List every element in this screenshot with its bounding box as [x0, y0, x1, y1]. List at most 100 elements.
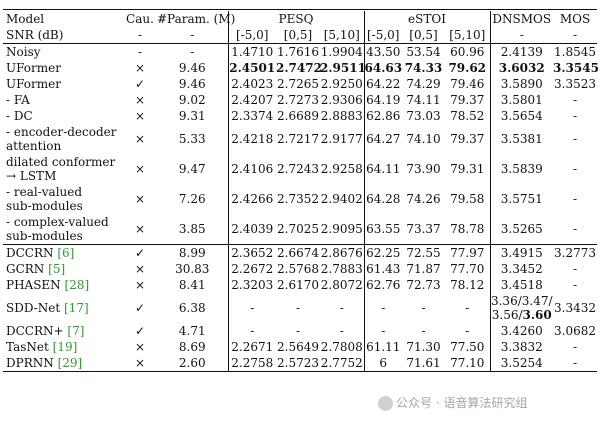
row-dnsmos: 3.5254: [489, 355, 553, 372]
row-mos: -: [572, 262, 578, 276]
dnsmos-line1: 3.36/3.47/: [490, 294, 553, 308]
row-param: -: [190, 45, 195, 59]
citation-link[interactable]: [19]: [52, 340, 78, 354]
row-mos: -: [572, 192, 578, 206]
citation-link[interactable]: [28]: [64, 278, 90, 292]
header-snr: SNR (dB): [3, 27, 123, 44]
row-estoi: 77.10: [445, 355, 490, 372]
header-mos-dash: -: [553, 27, 597, 44]
header-param: #Param. (M): [157, 12, 236, 26]
pesq-snr-range: [5,10]: [320, 27, 364, 44]
table-row: - complex-valued sub-modules × 3.85 2.403…: [3, 214, 597, 245]
row-param: 9.47: [178, 162, 206, 176]
row-dnsmos: 3.5654: [489, 108, 553, 124]
citation-link[interactable]: [6]: [57, 246, 75, 260]
row-param: 9.46: [178, 61, 206, 75]
row-estoi: 6: [363, 355, 402, 372]
citation-link[interactable]: [7]: [67, 324, 85, 338]
row-model: TasNet [19]: [3, 339, 123, 355]
row-model-line1: - real-valued: [6, 185, 83, 199]
row-param: 3.85: [157, 214, 228, 245]
row-dnsmos: 3.5839: [489, 154, 553, 184]
header-row: Model Cau. #Param. (M) PESQ eSTOI DNSMOS…: [3, 11, 597, 27]
row-pesq: 2.9095: [320, 214, 364, 245]
row-model-name: GCRN: [6, 262, 45, 276]
row-pesq: 2.7352: [277, 192, 319, 206]
row-pesq: 2.7808: [320, 340, 363, 354]
row-model: GCRN [5]: [3, 261, 123, 277]
row-estoi: 77.50: [450, 340, 485, 354]
pesq-snr-range: [-5,0]: [227, 27, 276, 44]
row-pesq: 2.3652: [227, 244, 276, 261]
row-dnsmos: 3.5381: [489, 124, 553, 154]
row-estoi: 71.61: [402, 355, 445, 372]
row-pesq: 2.6170: [277, 278, 319, 292]
dnsmos-line2: 3.56/: [491, 308, 523, 322]
row-param: 8.41: [178, 278, 206, 292]
estoi-snr-range: [0,5]: [402, 27, 445, 44]
row-cau: ×: [134, 162, 146, 176]
row-model: - complex-valued sub-modules: [3, 214, 123, 245]
row-estoi: 63.55: [363, 214, 402, 245]
row-estoi: 61.43: [363, 261, 402, 277]
row-param: 6.38: [178, 301, 206, 315]
citation-link[interactable]: [29]: [57, 356, 83, 370]
row-model: - real-valued sub-modules: [3, 184, 123, 214]
row-estoi: -: [363, 293, 402, 323]
baselines-section: DCCRN [6] ✓ 8.99 2.3652 2.6674 2.8676 62…: [3, 244, 597, 372]
subheader-row: SNR (dB) - - [-5,0] [0,5] [5,10] [-5,0] …: [3, 27, 597, 44]
row-mos: 3.3432: [554, 301, 596, 315]
row-estoi: 64.28: [363, 184, 402, 214]
row-pesq: 2.8072: [320, 278, 363, 292]
row-dnsmos: 3.3832: [489, 339, 553, 355]
row-param: 4.71: [178, 324, 206, 338]
row-model-line1: - complex-valued: [6, 215, 109, 229]
row-cau: ×: [123, 214, 157, 245]
row-mos: 3.2773: [554, 246, 596, 260]
row-pesq: 2.7273: [277, 93, 319, 107]
row-model-line2: sub-modules: [6, 199, 83, 213]
row-mos: -: [572, 278, 578, 292]
row-pesq: 2.6674: [277, 246, 319, 260]
citation-link[interactable]: [17]: [64, 301, 89, 315]
row-estoi: -: [465, 301, 470, 315]
citation-link[interactable]: [5]: [48, 262, 66, 276]
row-estoi: 71.30: [406, 340, 441, 354]
row-cau: ×: [134, 93, 146, 107]
table-row: DPRNN [29] × 2.60 2.2758 2.5723 2.7752 6…: [3, 355, 597, 372]
row-pesq: 2.5768: [277, 262, 319, 276]
row-param: 30.83: [175, 262, 210, 276]
header-cau: Cau.: [126, 12, 154, 26]
row-pesq: 2.9177: [320, 132, 363, 146]
row-model-line2: sub-modules: [6, 229, 83, 243]
row-pesq: 2.3203: [227, 277, 276, 293]
row-estoi: 79.31: [450, 162, 485, 176]
row-dnsmos: 3.5890: [489, 76, 553, 92]
row-model: DCCRN+ [7]: [3, 323, 123, 339]
row-cau: ✓: [134, 77, 146, 91]
row-estoi: -: [421, 324, 426, 338]
table-row: - FA × 9.02 2.4207 2.7273 2.9306 64.19 7…: [3, 92, 597, 108]
row-pesq: 2.9250: [320, 77, 363, 91]
results-table: Model Cau. #Param. (M) PESQ eSTOI DNSMOS…: [3, 11, 599, 372]
row-estoi: 62.86: [363, 108, 402, 124]
row-param: 2.60: [157, 355, 228, 372]
header-dnsmos: DNSMOS: [489, 11, 553, 27]
row-estoi: 73.03: [406, 109, 441, 123]
row-pesq: 2.4266: [227, 184, 276, 214]
row-param: 8.69: [178, 340, 206, 354]
row-param: 9.02: [178, 93, 206, 107]
row-estoi: 74.29: [406, 77, 441, 91]
estoi-snr-range: [-5,0]: [363, 27, 402, 44]
row-mos: 1.8545: [554, 45, 596, 59]
table-row: DCCRN [6] ✓ 8.99 2.3652 2.6674 2.8676 62…: [3, 244, 597, 261]
row-pesq: 2.2671: [227, 339, 276, 355]
row-estoi: -: [465, 324, 470, 338]
row-dnsmos: 3.3452: [489, 261, 553, 277]
row-model: PHASEN [28]: [3, 277, 123, 293]
row-model-line2: attention: [6, 139, 62, 153]
row-pesq: 2.9258: [320, 162, 363, 176]
row-pesq: 2.7217: [277, 132, 319, 146]
row-estoi: 77.97: [450, 246, 485, 260]
row-model: UFormer: [6, 77, 61, 91]
